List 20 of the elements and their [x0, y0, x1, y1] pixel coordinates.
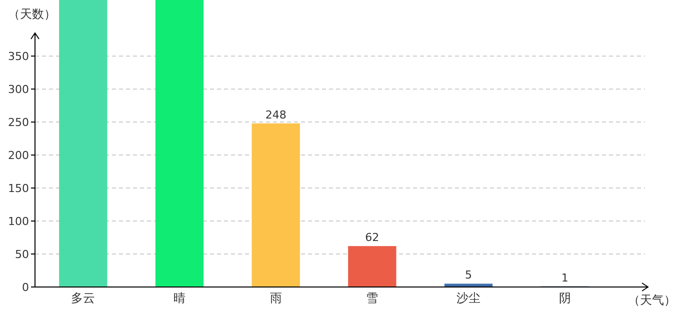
x-tick-label: 沙尘 [456, 291, 480, 305]
y-tick-label: 50 [15, 248, 29, 262]
x-tick-label: 晴 [174, 291, 186, 305]
y-tick-label: 0 [22, 281, 29, 294]
x-tick-label: 雪 [366, 291, 378, 305]
data-label: 5 [465, 268, 472, 282]
y-tick-label: 200 [8, 149, 29, 162]
x-axis-title: （天气） [628, 293, 676, 307]
y-tick-label: 250 [8, 116, 29, 130]
x-tick-label: 雨 [270, 291, 282, 305]
y-tick-label: 300 [8, 83, 29, 96]
y-tick-label: 150 [8, 182, 29, 196]
y-tick-label: 350 [8, 50, 29, 64]
y-tick-label: 100 [8, 215, 29, 228]
data-label: 248 [265, 108, 286, 122]
x-tick-label: 多云 [71, 291, 96, 305]
data-label: 62 [365, 231, 380, 244]
x-tick-label: 阴 [558, 291, 571, 305]
data-label: 1 [561, 271, 568, 284]
y-axis-title: （天数） [8, 7, 56, 21]
